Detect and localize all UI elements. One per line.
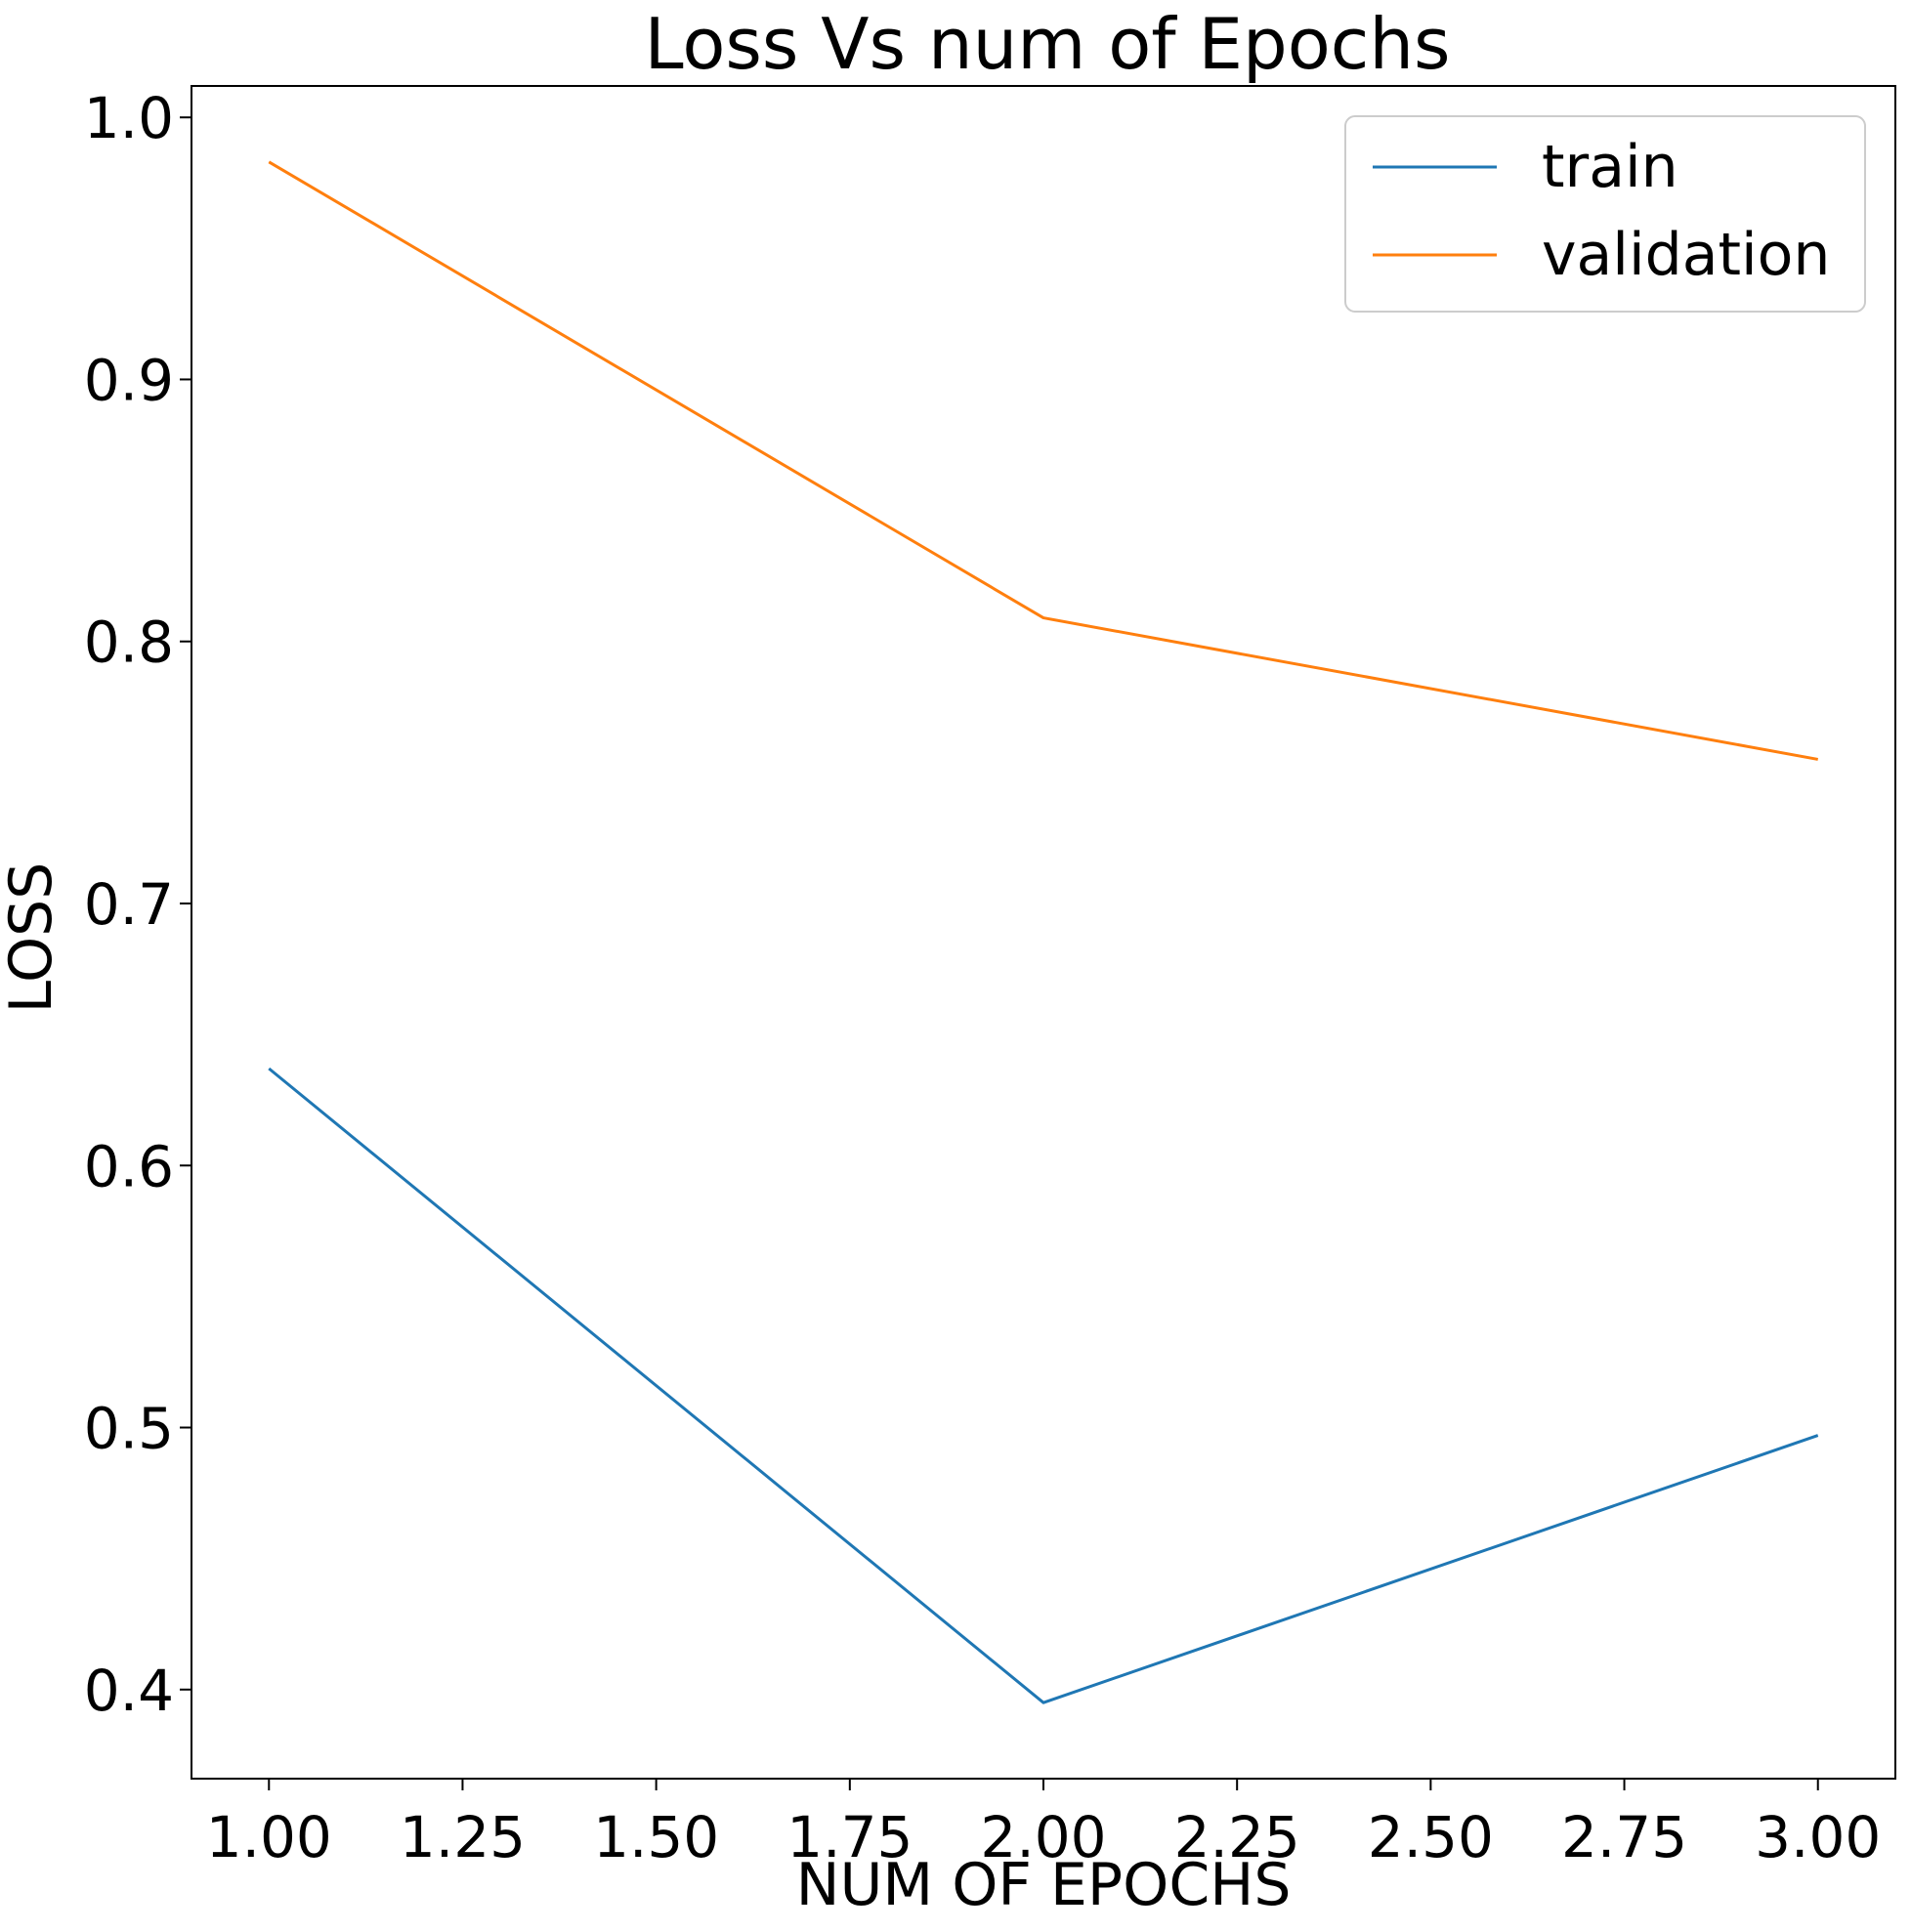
x-tick-label: 2.50: [1368, 1804, 1494, 1870]
legend: train validation: [1344, 115, 1866, 313]
series-line-validation: [268, 160, 1818, 761]
y-tick-label: 1.0: [84, 85, 174, 151]
x-tick-label: 2.25: [1174, 1804, 1300, 1870]
y-tick-label: 0.7: [84, 871, 174, 938]
x-tick-label: 1.25: [400, 1804, 526, 1870]
y-tick-label: 0.5: [84, 1396, 174, 1462]
y-tick-label: 0.6: [84, 1133, 174, 1199]
legend-label-validation: validation: [1542, 221, 1830, 289]
y-axis-label: LOSS: [0, 862, 65, 1014]
x-tick-label: 1.00: [206, 1804, 332, 1870]
x-tick-label: 3.00: [1755, 1804, 1881, 1870]
y-tick-label: 0.9: [84, 347, 174, 413]
y-axis: 0.4 0.5 0.6 0.7 0.8 0.9 1.0: [84, 85, 191, 1724]
series-line-train: [268, 1067, 1819, 1704]
x-axis: 1.00 1.25 1.50 1.75 2.00 2.25 2.50 2.75 3.00: [206, 1779, 1881, 1870]
legend-label-train: train: [1542, 133, 1678, 201]
x-tick-label: 1.75: [786, 1804, 913, 1870]
y-tick-label: 0.8: [84, 609, 174, 676]
plot-area: [268, 160, 1819, 1704]
x-tick-label: 1.50: [593, 1804, 719, 1870]
legend-box: [1344, 115, 1866, 313]
x-axis-label: NUM OF EPOCHS: [796, 1851, 1292, 1919]
y-tick-label: 0.4: [84, 1658, 174, 1724]
x-tick-label: 2.00: [980, 1804, 1106, 1870]
chart-title: Loss Vs num of Epochs: [644, 3, 1450, 85]
x-tick-label: 2.75: [1561, 1804, 1687, 1870]
